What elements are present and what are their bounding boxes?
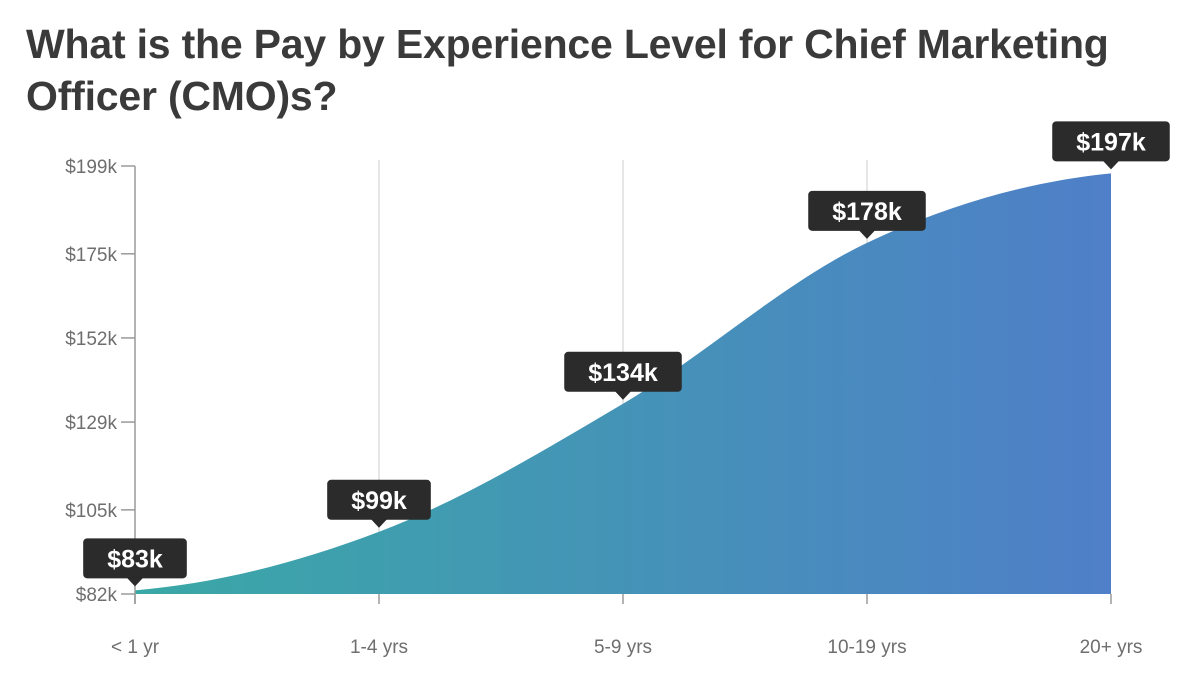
y-tick-label: $129k [65,413,117,434]
value-label: $197k [1076,128,1146,156]
y-tick-label: $82k [76,585,118,606]
area-fill [135,173,1111,595]
area-series [135,173,1111,595]
callout-pointer [859,230,875,239]
x-tick-label: < 1 yr [111,637,160,658]
value-label: $83k [107,545,163,573]
y-tick-label: $175k [65,245,117,266]
callout-pointer [615,391,631,400]
chart-title: What is the Pay by Experience Level for … [26,21,1109,119]
value-callouts: $83k $99k $134k $178k $197k [83,121,1170,587]
callout-box [808,190,926,231]
callout-box [564,351,682,392]
value-callout: $134k [564,351,682,400]
value-label: $99k [351,487,407,515]
value-callout: $178k [808,190,926,239]
callout-box [83,538,187,579]
callout-pointer [371,519,387,528]
callout-box [1052,121,1170,162]
value-callout: $83k [83,538,187,587]
x-tick-label: 5-9 yrs [594,637,652,658]
value-callout: $99k [327,479,431,528]
value-callout: $197k [1052,121,1170,170]
y-tick-label: $105k [65,501,117,522]
axes: $82k $105k $129k $152k $175k $199k < 1 yr 1-4 y… [65,157,1142,658]
y-tick-label: $152k [65,329,117,350]
callout-box [327,479,431,520]
callout-pointer [127,577,143,587]
y-tick-label: $199k [65,157,117,178]
x-tick-label: 10-19 yrs [827,637,906,658]
value-label: $134k [588,359,658,387]
x-tick-label: 20+ yrs [1080,637,1143,658]
callout-pointer [1103,160,1119,170]
x-tick-label: 1-4 yrs [350,637,408,658]
value-label: $178k [832,198,902,226]
